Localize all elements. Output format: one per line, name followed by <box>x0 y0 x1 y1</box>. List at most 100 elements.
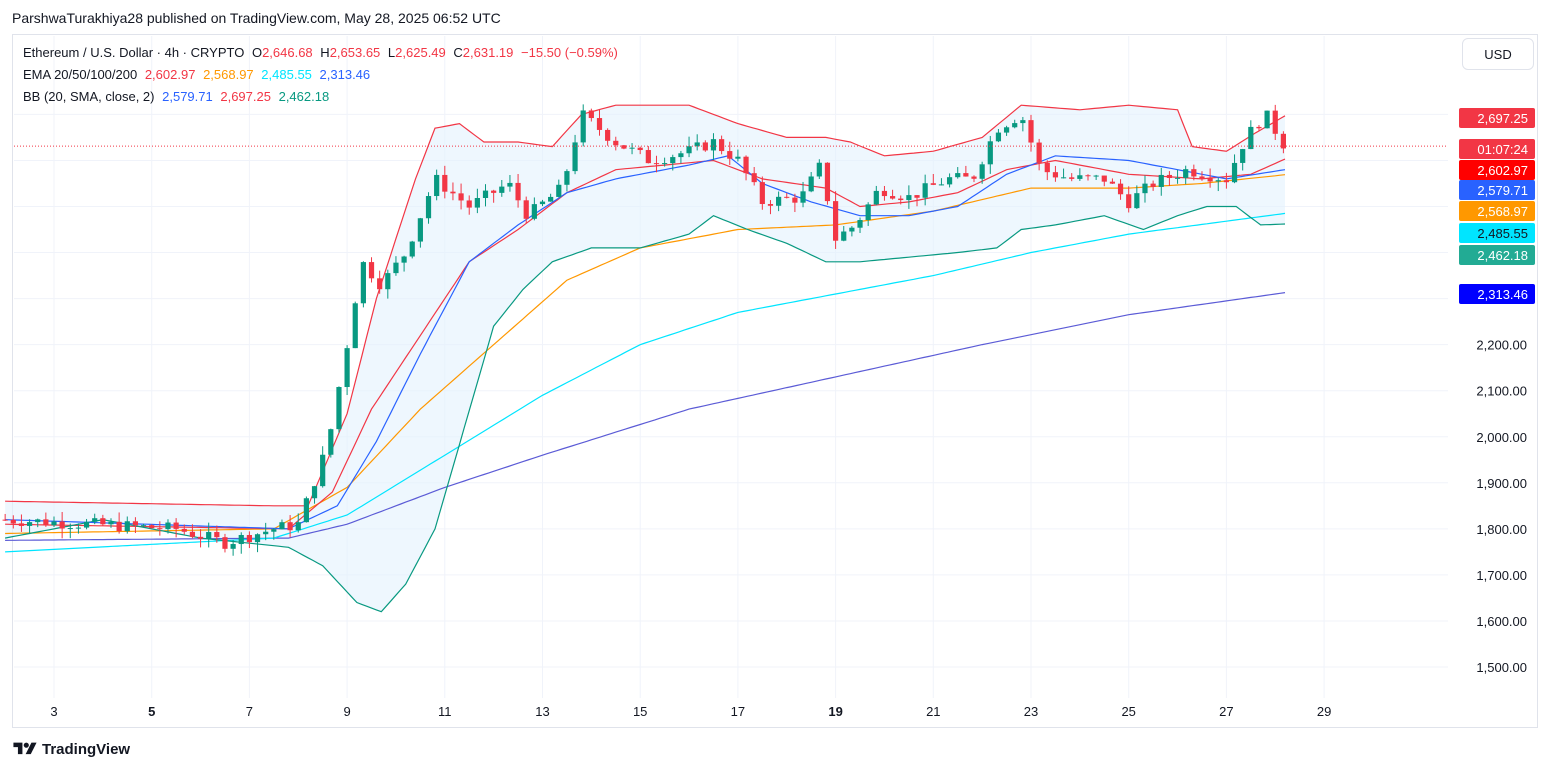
price-tag-bg <box>1459 180 1535 200</box>
candle-body <box>1280 133 1286 149</box>
change-value: −15.50 (−0.59%) <box>521 45 618 60</box>
price-tag-bg <box>1459 108 1535 128</box>
candle-body <box>108 521 114 525</box>
price-tags: 2,697.25 01:07:24 2,602.97 2,579.71 2,568.97… <box>1459 108 1535 304</box>
candle-body <box>238 535 244 545</box>
candle-body <box>116 521 122 532</box>
candle-body <box>1166 174 1173 179</box>
candle-body <box>1150 183 1156 187</box>
candle-body <box>1109 181 1116 184</box>
candle-body <box>531 204 537 219</box>
ema200-value: 2,313.46 <box>319 67 371 82</box>
candle-body <box>1142 183 1148 194</box>
candle-body <box>1060 177 1067 179</box>
ema100-value: 2,485.55 <box>261 67 312 82</box>
price-tag-bg <box>1459 223 1535 243</box>
chart-frame[interactable] <box>12 34 1538 728</box>
candle-body <box>18 523 25 526</box>
time-tick-label: 5 <box>148 704 155 719</box>
candle-body <box>409 241 415 257</box>
time-tick-label: 13 <box>535 704 549 719</box>
candle-body <box>865 204 871 221</box>
candle-body <box>833 201 839 241</box>
ema50-value: 2,568.97 <box>203 67 254 82</box>
low-label: L <box>387 45 396 60</box>
price-tag-label: 2,602.97 <box>1477 163 1528 178</box>
candle-body <box>344 348 350 388</box>
price-tag-bg <box>1459 245 1535 265</box>
candle-body <box>1215 180 1221 182</box>
candle-body <box>556 184 562 197</box>
candle-body <box>800 191 806 203</box>
ema-100-line <box>5 212 1286 553</box>
candle-body <box>222 537 228 549</box>
candle-body <box>434 174 440 197</box>
candle-body <box>735 156 741 159</box>
candle-body <box>254 534 261 543</box>
ema-legend[interactable]: EMA 20/50/100/200 2,602.97 2,568.97 2,48… <box>23 67 374 82</box>
candle-body <box>124 521 130 532</box>
candle-body <box>1085 175 1091 177</box>
candle-body <box>645 150 651 164</box>
candle-body <box>173 522 179 529</box>
candlesticks <box>2 104 1286 556</box>
price-tag-label: 2,697.25 <box>1477 111 1528 126</box>
candle-body <box>946 177 953 185</box>
price-tag-label: 2,568.97 <box>1477 204 1528 219</box>
high-label: H <box>320 45 330 60</box>
time-tick-label: 11 <box>438 704 452 719</box>
tradingview-footer[interactable]: TradingView <box>12 740 130 758</box>
price-tick-label: 1,500.00 <box>1476 660 1527 675</box>
bb-legend[interactable]: BB (20, SMA, close, 2) 2,579.71 2,697.25… <box>23 89 333 104</box>
symbol-name[interactable]: Ethereum / U.S. Dollar · 4h · CRYPTO <box>23 45 245 60</box>
candle-body <box>67 528 73 530</box>
candle-body <box>678 153 684 158</box>
bb-upper-line <box>5 104 1286 507</box>
candle-body <box>1134 193 1140 209</box>
candle-body <box>824 162 831 202</box>
time-tick-label: 21 <box>926 704 940 719</box>
candle-body <box>727 151 733 159</box>
candle-body <box>1077 175 1083 179</box>
time-axis: 3 5 7 9 11 13 15 17 19 21 23 25 27 29 <box>50 704 1331 719</box>
candle-body <box>482 190 489 198</box>
candle-body <box>694 142 700 147</box>
candle-body <box>450 191 456 194</box>
time-tick-label: 23 <box>1024 704 1038 719</box>
candle-body <box>564 171 570 185</box>
candle-body <box>743 156 749 174</box>
candle-body <box>35 519 41 523</box>
bb-label[interactable]: BB (20, SMA, close, 2) <box>23 89 155 104</box>
candle-body <box>808 176 814 192</box>
candle-body <box>43 519 49 526</box>
candle-body <box>1036 142 1042 163</box>
candle-body <box>246 535 252 543</box>
candle-body <box>1231 162 1238 183</box>
candle-body <box>377 278 383 290</box>
candle-body <box>425 196 432 219</box>
candle-body <box>401 256 407 263</box>
price-tick-label: 1,700.00 <box>1476 568 1527 583</box>
ema-label[interactable]: EMA 20/50/100/200 <box>23 67 138 82</box>
currency-button[interactable]: USD <box>1462 38 1534 70</box>
candle-body <box>1028 120 1034 143</box>
price-tick-label: 1,900.00 <box>1476 476 1527 491</box>
candle-body <box>214 532 220 538</box>
candle-body <box>572 142 578 172</box>
candle-body <box>320 454 326 487</box>
candle-body <box>784 196 790 198</box>
candle-body <box>474 197 480 208</box>
candle-body <box>303 498 309 523</box>
candle-body <box>271 529 277 532</box>
time-tick-label: 27 <box>1219 704 1233 719</box>
candle-body <box>385 273 391 290</box>
candle-body <box>914 195 920 198</box>
symbol-legend[interactable]: Ethereum / U.S. Dollar · 4h · CRYPTO O2,… <box>23 45 622 60</box>
time-tick-label: 3 <box>50 704 57 719</box>
price-tick-label: 1,600.00 <box>1476 614 1527 629</box>
candle-body <box>710 139 717 151</box>
candle-body <box>955 173 961 178</box>
candle-body <box>499 186 505 193</box>
candle-body <box>181 528 187 532</box>
